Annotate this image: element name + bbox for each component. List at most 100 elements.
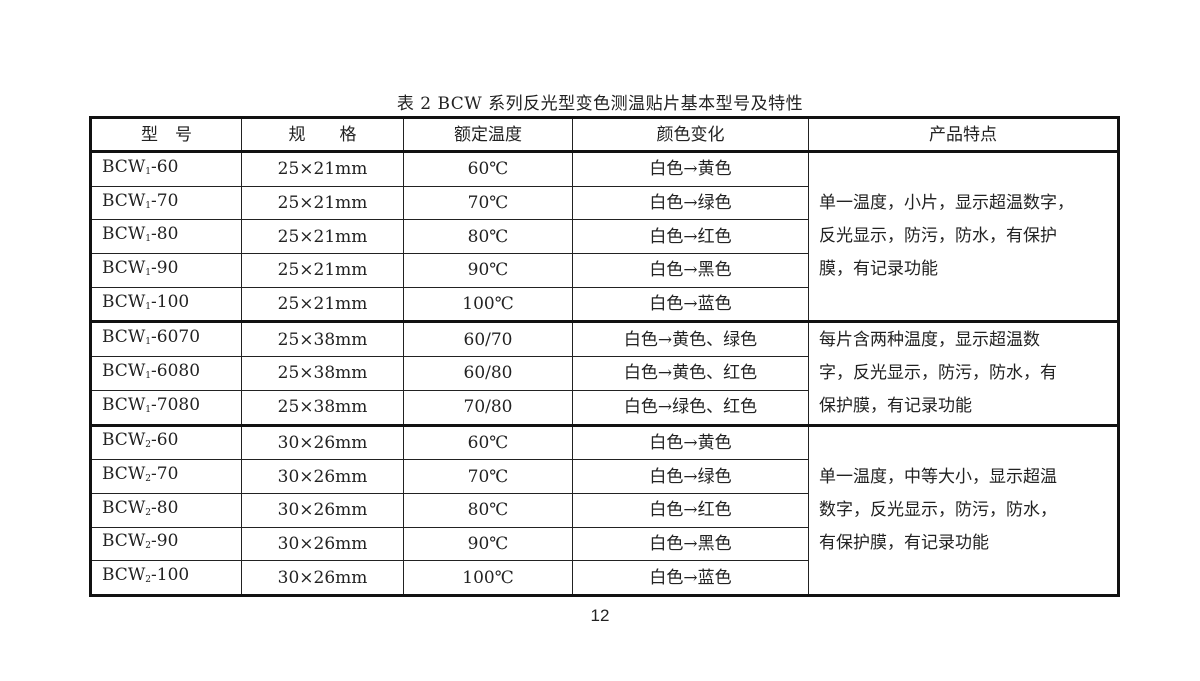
- feature-line: 数字，反光显示，防污，防水，: [819, 499, 1057, 520]
- cell-size: 25×38mm: [241, 389, 404, 426]
- model-subscript: 1: [145, 301, 152, 312]
- table-row: BCW1-70 25×21mm 70℃ 白色→绿色: [90, 185, 1119, 221]
- model-suffix: -60: [151, 430, 179, 451]
- cell-model: BCW1-7080: [90, 389, 242, 426]
- cell-size: 25×21mm: [241, 286, 404, 323]
- model-prefix: BCW: [102, 156, 146, 177]
- model-prefix: BCW: [102, 497, 146, 518]
- model-prefix: BCW: [102, 531, 146, 552]
- cell-rated-temp: 70/80: [403, 389, 573, 426]
- model-prefix: BCW: [102, 360, 146, 381]
- model-subscript: 2: [145, 474, 152, 485]
- model-prefix: BCW: [102, 224, 146, 245]
- model-suffix: -70: [151, 190, 179, 211]
- table-row: BCW1-100 25×21mm 100℃ 白色→蓝色: [90, 286, 1119, 323]
- table-row: BCW1-80 25×21mm 80℃ 白色→红色: [90, 219, 1119, 255]
- cell-rated-temp: 80℃: [403, 492, 573, 528]
- cell-rated-temp: 90℃: [403, 526, 573, 562]
- table-row: BCW1-90 25×21mm 90℃ 白色→黑色: [90, 253, 1119, 288]
- model-suffix: -6070: [151, 327, 201, 348]
- cell-rated-temp: 60℃: [403, 151, 573, 187]
- model-subscript: 1: [145, 404, 152, 415]
- model-prefix: BCW: [102, 291, 146, 312]
- cell-color-change: 白色→黑色: [572, 253, 809, 288]
- model-suffix: -60: [151, 156, 179, 177]
- model-suffix: -90: [151, 257, 179, 278]
- feature-line: 每片含两种温度，显示超温数: [819, 329, 1040, 350]
- table-row: BCW1-7080 25×38mm 70/80 白色→绿色、红色: [90, 389, 1119, 426]
- cell-size: 25×21mm: [241, 253, 404, 288]
- cell-model: BCW2-100: [90, 560, 242, 596]
- feature-line: 膜，有记录功能: [819, 259, 938, 280]
- model-prefix: BCW: [102, 327, 146, 348]
- table-row: BCW1-6070 25×38mm 60/70 白色→黄色、绿色 每片含两种温度，显示超…: [90, 320, 1119, 426]
- cell-model: BCW1-80: [90, 219, 242, 255]
- table-header-row: 型 号 规 格 额定温度 颜色变化 产品特点: [90, 117, 1119, 153]
- model-subscript: 2: [145, 575, 152, 586]
- cell-rated-temp: 100℃: [403, 560, 573, 596]
- model-suffix: -7080: [151, 394, 201, 415]
- cell-rated-temp: 70℃: [403, 185, 573, 221]
- feature-line: 反光显示，防污，防水，有保护: [819, 226, 1057, 247]
- product-table: 型 号 规 格 额定温度 颜色变化 产品特点 BCW1-60 25×21mm 60℃…: [89, 116, 1120, 597]
- cell-size: 25×21mm: [241, 185, 404, 221]
- cell-color-change: 白色→黄色: [572, 423, 809, 461]
- cell-size: 30×26mm: [241, 459, 404, 494]
- cell-model: BCW1-100: [90, 286, 242, 323]
- cell-model: BCW2-60: [90, 423, 242, 461]
- cell-features: 单一温度，中等大小，显示超温 数字，反光显示，防污，防水， 有保护膜，有记录功能: [808, 423, 1119, 596]
- cell-size: 30×26mm: [241, 492, 404, 528]
- cell-rated-temp: 100℃: [403, 286, 573, 323]
- model-suffix: -6080: [151, 360, 201, 381]
- table-row: BCW2-100 30×26mm 100℃ 白色→蓝色: [90, 560, 1119, 596]
- cell-color-change: 白色→蓝色: [572, 286, 809, 323]
- feature-line: 单一温度，小片，显示超温数字，: [819, 193, 1074, 214]
- cell-size: 30×26mm: [241, 560, 404, 596]
- cell-color-change: 白色→黄色、绿色: [572, 320, 809, 358]
- model-prefix: BCW: [102, 257, 146, 278]
- model-suffix: -70: [151, 464, 179, 485]
- feature-line: 单一温度，中等大小，显示超温: [819, 466, 1057, 487]
- feature-line: 有保护膜，有记录功能: [819, 532, 989, 553]
- model-suffix: -100: [151, 565, 190, 586]
- cell-model: BCW1-6080: [90, 356, 242, 391]
- table-row: BCW2-60 30×26mm 60℃ 白色→黄色 单一温度，中等大小，显示超温 数字，反…: [90, 423, 1119, 596]
- model-subscript: 1: [145, 234, 152, 245]
- cell-size: 25×21mm: [241, 151, 404, 187]
- model-subscript: 1: [145, 337, 152, 348]
- cell-size: 30×26mm: [241, 526, 404, 562]
- header-size: 规 格: [241, 117, 404, 153]
- cell-size: 25×38mm: [241, 356, 404, 391]
- model-prefix: BCW: [102, 190, 146, 211]
- model-subscript: 1: [145, 166, 152, 177]
- model-prefix: BCW: [102, 394, 146, 415]
- cell-features: 单一温度，小片，显示超温数字， 反光显示，防污，防水，有保护 膜，有记录功能: [808, 150, 1119, 323]
- cell-color-change: 白色→黑色: [572, 526, 809, 562]
- cell-color-change: 白色→黄色、红色: [572, 356, 809, 391]
- table-caption: 表 2 BCW 系列反光型变色测温贴片基本型号及特性: [396, 94, 804, 114]
- model-subscript: 1: [145, 370, 152, 381]
- cell-size: 25×38mm: [241, 320, 404, 358]
- model-prefix: BCW: [102, 464, 146, 485]
- header-model: 型 号: [90, 117, 242, 153]
- model-subscript: 1: [145, 200, 152, 211]
- model-prefix: BCW: [102, 430, 146, 451]
- cell-rated-temp: 90℃: [403, 253, 573, 288]
- page-number: 12: [590, 606, 610, 625]
- cell-features: 每片含两种温度，显示超温数 字，反光显示，防污，防水，有 保护膜，有记录功能: [808, 320, 1119, 426]
- cell-rated-temp: 60/70: [403, 320, 573, 358]
- header-features: 产品特点: [808, 117, 1119, 153]
- table-row: BCW1-60 25×21mm 60℃ 白色→黄色 单一温度，小片，显示超温数字， 反光显…: [90, 150, 1119, 323]
- table-row: BCW2-90 30×26mm 90℃ 白色→黑色: [90, 526, 1119, 562]
- cell-size: 25×21mm: [241, 219, 404, 255]
- cell-color-change: 白色→绿色: [572, 185, 809, 221]
- model-suffix: -80: [151, 224, 179, 245]
- cell-model: BCW1-6070: [90, 320, 242, 358]
- cell-model: BCW2-70: [90, 459, 242, 494]
- cell-rated-temp: 70℃: [403, 459, 573, 494]
- feature-line: 字，反光显示，防污，防水，有: [819, 362, 1057, 383]
- cell-color-change: 白色→蓝色: [572, 560, 809, 596]
- cell-model: BCW1-60: [90, 151, 242, 187]
- model-subscript: 2: [145, 507, 152, 518]
- model-prefix: BCW: [102, 565, 146, 586]
